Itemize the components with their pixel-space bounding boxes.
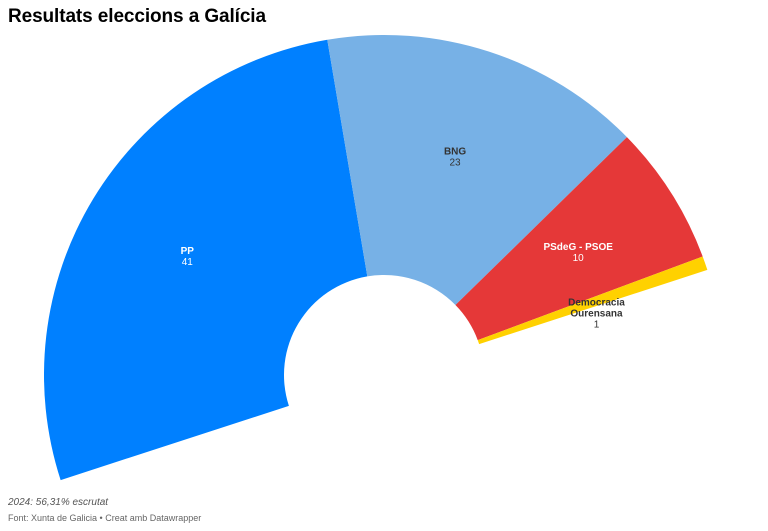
- slice-psdeg-psoe: [455, 137, 703, 341]
- slice-value-pp: 41: [182, 257, 194, 268]
- chart-title: Resultats eleccions a Galícia: [8, 6, 266, 27]
- slice-value-bng: 23: [450, 157, 462, 168]
- slice-bng: [327, 35, 627, 306]
- slice-pp: [44, 39, 368, 481]
- slice-democracia-ourensana: [477, 256, 708, 345]
- slice-label-bng: BNG: [444, 146, 466, 157]
- slice-value-psdeg-psoe: 10: [573, 253, 585, 264]
- slice-value-democracia-ourensana: 1: [594, 320, 600, 331]
- chart-note: 2024: 56,31% escrutat: [8, 497, 109, 508]
- slice-label-pp: PP: [181, 246, 195, 257]
- slice-label-psdeg-psoe: PSdeG - PSOE: [543, 242, 613, 253]
- slice-label-democracia-ourensana: Democracia Ourensana: [568, 298, 625, 320]
- chart-source: Font: Xunta de Galicia • Creat amb Dataw…: [8, 513, 202, 523]
